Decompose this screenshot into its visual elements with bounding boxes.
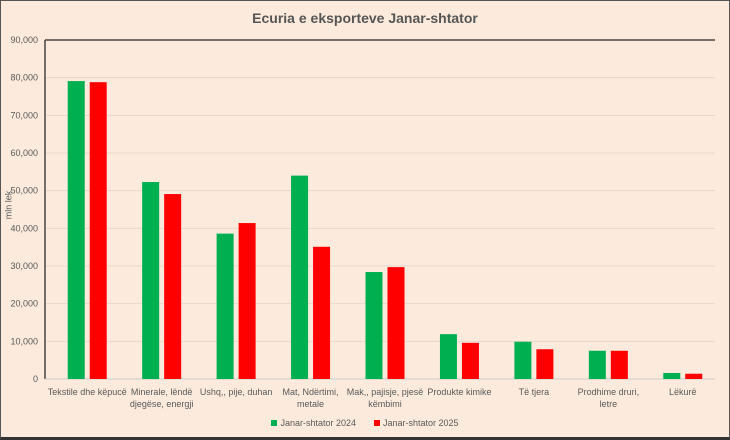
legend-swatch: [374, 420, 380, 426]
x-category-label: Minerale, lëndë: [131, 387, 193, 397]
x-category-label: letre: [600, 399, 618, 409]
bar-2024: [365, 272, 383, 379]
x-category-label: këmbimi: [368, 399, 402, 409]
y-tick-label: 50,000: [10, 186, 38, 196]
x-category-label: metale: [297, 399, 324, 409]
bar-2025: [238, 223, 256, 379]
x-category-label: djegëse, energji: [130, 399, 194, 409]
y-tick-label: 70,000: [10, 110, 38, 120]
legend-item: Janar-shtator 2024: [271, 418, 356, 428]
y-tick-label: 30,000: [10, 261, 38, 271]
y-tick-label: 60,000: [10, 148, 38, 158]
bar-2024: [216, 233, 234, 379]
x-category-label: Prodhime druri,: [578, 387, 640, 397]
legend-label: Janar-shtator 2025: [383, 418, 459, 428]
y-tick-label: 20,000: [10, 299, 38, 309]
y-tick-label: 90,000: [10, 35, 38, 45]
y-tick-label: 80,000: [10, 73, 38, 83]
bar-2024: [291, 175, 309, 379]
bar-2024: [439, 334, 457, 379]
x-category-label: Tekstile dhe këpucë: [48, 387, 127, 397]
x-category-label: Mat, Ndërtimi,: [283, 387, 339, 397]
chart-title: Ecuria e eksporteve Janar-shtator: [252, 10, 478, 26]
bar-2025: [387, 267, 405, 379]
bar-2024: [67, 81, 85, 379]
bar-2024: [588, 350, 606, 379]
x-category-label: Ushq,, pije, duhan: [200, 387, 273, 397]
bar-2024: [514, 341, 532, 379]
y-tick-label: 10,000: [10, 336, 38, 346]
bar-2025: [461, 342, 479, 379]
legend: Janar-shtator 2024 Janar-shtator 2025: [0, 418, 730, 428]
legend-item: Janar-shtator 2025: [374, 418, 459, 428]
x-category-label: Produkte kimike: [427, 387, 491, 397]
x-category-label: Të tjera: [519, 387, 550, 397]
bar-2024: [663, 372, 681, 379]
bar-2025: [313, 246, 331, 379]
bar-2024: [142, 182, 160, 379]
bar-2025: [89, 82, 107, 379]
y-tick-label: 40,000: [10, 223, 38, 233]
x-category-label: Mak,, pajisje, pjesë: [347, 387, 424, 397]
x-category-label: Lëkurë: [669, 387, 697, 397]
bar-2025: [164, 194, 182, 379]
bar-2025: [536, 349, 554, 379]
bar-2025: [685, 373, 703, 379]
bar-2025: [610, 350, 628, 379]
y-tick-label: 0: [33, 374, 38, 384]
legend-label: Janar-shtator 2024: [280, 418, 356, 428]
legend-swatch: [271, 420, 278, 426]
